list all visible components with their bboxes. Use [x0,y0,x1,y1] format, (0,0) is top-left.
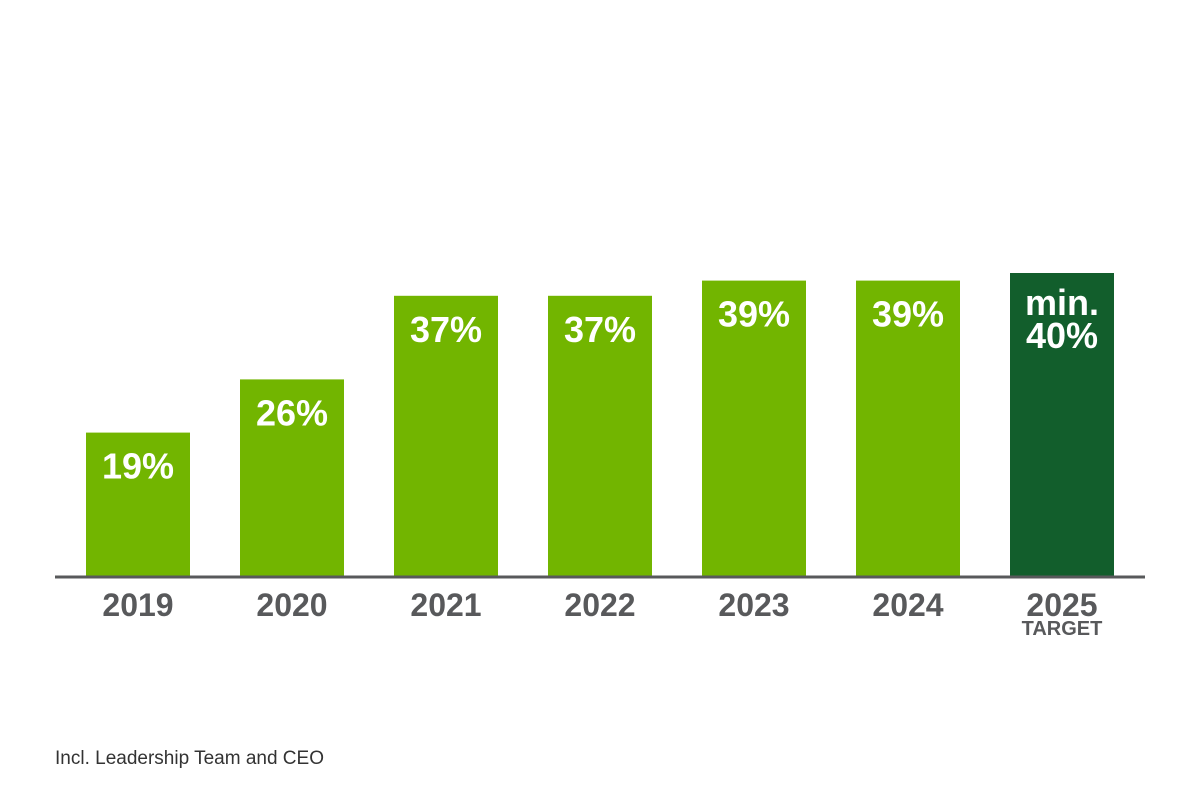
x-tick-label-2019: 2019 [102,587,173,623]
bar-2021 [394,295,498,577]
data-label-2022: 37% [564,309,636,350]
bar-2020 [240,379,344,577]
x-tick-sublabel-2025: TARGET [1022,618,1103,640]
data-label-2023: 39% [718,294,790,335]
data-label-2019: 19% [102,446,174,487]
bar-2022 [548,295,652,577]
data-label-2025-1: 40% [1026,315,1098,356]
data-label-2020: 26% [256,392,328,433]
x-tick-label-2022: 2022 [564,587,635,623]
x-tick-label-2021: 2021 [410,587,481,623]
bar-2019 [86,432,190,577]
x-tick-label-2020: 2020 [256,587,327,623]
data-labels-group: 19% 26% 37% 37% 39% 39% min.40% [102,282,1099,487]
bar-2023 [702,280,806,577]
bars-group [86,273,1114,577]
bar-2024 [856,280,960,577]
data-label-2025-0: min. [1025,282,1099,323]
x-tick-label-2025: 2025 [1026,587,1097,623]
x-tick-label-2023: 2023 [718,587,789,623]
data-label-2021: 37% [410,309,482,350]
data-label-2024: 39% [872,294,944,335]
x-tick-label-2024: 2024 [872,587,943,623]
footnote: Incl. Leadership Team and CEO [55,748,324,769]
bar-2025 [1010,273,1114,577]
